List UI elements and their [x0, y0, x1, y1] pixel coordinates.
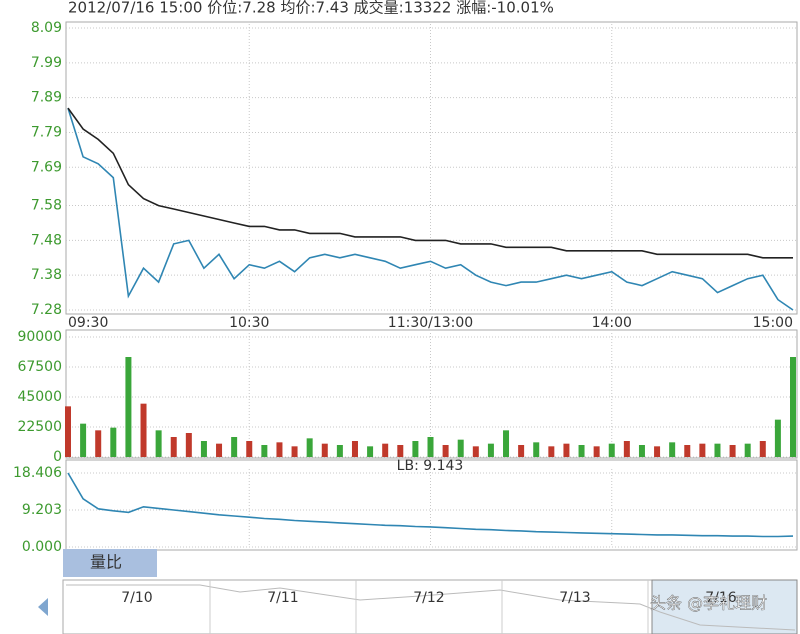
tab-label[interactable]: 量比 [90, 553, 122, 572]
bar [503, 430, 510, 457]
nav-date: 7/10 [121, 590, 152, 606]
y-tick-label: 22500 [17, 419, 62, 435]
bar [669, 442, 676, 457]
price-frame [65, 21, 798, 315]
y-tick-label: 7.48 [31, 232, 62, 248]
bar [533, 442, 540, 457]
navigator-trace [66, 584, 796, 631]
tab[interactable] [63, 549, 157, 577]
x-tick-label: 09:30 [68, 315, 108, 331]
watermark: 头条 @李礼理财 [650, 594, 767, 613]
y-tick-label: 7.28 [31, 302, 62, 318]
y-tick-label: 45000 [17, 389, 62, 405]
bar [654, 446, 661, 457]
bar [623, 441, 630, 457]
x-tick-label: 11:30/13:00 [388, 315, 473, 331]
line [67, 107, 794, 311]
bar [125, 357, 132, 457]
bar [548, 446, 555, 457]
bar [200, 441, 207, 457]
navigator-window[interactable] [651, 579, 798, 634]
bar [95, 430, 102, 457]
bar [487, 443, 494, 457]
bar [306, 438, 313, 457]
y-tick-label: 7.58 [31, 198, 62, 214]
y-tick-label: 8.09 [31, 20, 62, 36]
bar [412, 441, 419, 457]
y-tick-label: 67500 [17, 359, 62, 375]
bar [397, 445, 404, 457]
bar [261, 445, 268, 457]
bar [231, 437, 238, 457]
bar [518, 445, 525, 457]
bar [291, 446, 298, 457]
y-tick-label: 7.38 [31, 267, 62, 283]
x-tick-label: 14:00 [592, 315, 632, 331]
nav-date: 7/12 [413, 590, 444, 606]
bar [80, 423, 87, 457]
bar [699, 443, 706, 457]
bar [457, 439, 464, 457]
nav-left-arrow[interactable] [38, 598, 48, 616]
bar [427, 437, 434, 457]
line [67, 107, 793, 259]
bar [216, 443, 223, 457]
bar [608, 443, 615, 457]
y-tick-label: 7.89 [31, 90, 62, 106]
bar [367, 446, 374, 457]
bar [472, 446, 479, 457]
line [67, 472, 794, 538]
bar [170, 437, 177, 457]
bar [593, 446, 600, 457]
nav-date: 7/11 [267, 590, 298, 606]
x-tick-label: 15:00 [753, 315, 793, 331]
volume-frame [65, 329, 798, 459]
bar [382, 443, 389, 457]
bar [790, 357, 796, 457]
bar [442, 445, 449, 457]
y-tick-label: 7.69 [31, 159, 62, 175]
bar [759, 441, 766, 457]
bar [110, 427, 117, 457]
y-tick-label: 0 [53, 449, 62, 465]
y-tick-label: 7.99 [31, 55, 62, 71]
bar [578, 445, 585, 457]
bar [336, 445, 343, 457]
bar [638, 445, 645, 457]
x-tick-label: 10:30 [229, 315, 269, 331]
bar [563, 443, 570, 457]
bar [684, 445, 691, 457]
bar [714, 443, 721, 457]
bar [744, 443, 751, 457]
annotation: LB: 9.143 [397, 458, 464, 474]
y-tick-label: 18.406 [13, 465, 62, 481]
y-tick-label: 90000 [17, 329, 62, 345]
y-tick-label: 0.000 [22, 539, 62, 555]
bar [140, 403, 147, 457]
bar [276, 442, 283, 457]
bar [155, 430, 162, 457]
bar [351, 441, 358, 457]
y-tick-label: 9.203 [22, 502, 62, 518]
nav-date: 7/13 [559, 590, 590, 606]
bar [65, 406, 71, 457]
lb-frame [65, 459, 798, 551]
bar [321, 443, 328, 457]
y-tick-label: 7.79 [31, 124, 62, 140]
bar [185, 433, 192, 457]
nav-date: 7/16 [705, 590, 737, 606]
bar [729, 445, 736, 457]
bar [246, 441, 253, 457]
header: 2012/07/16 15:00 价位:7.28 均价:7.43 成交量:133… [68, 0, 554, 17]
bar [774, 419, 781, 457]
